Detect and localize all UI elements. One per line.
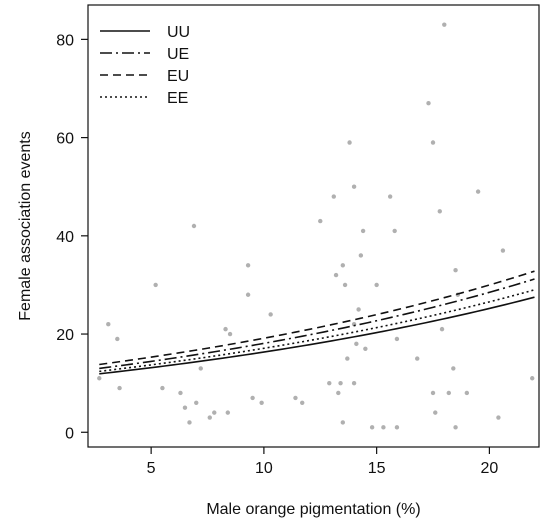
data-point (387, 194, 393, 199)
data-point (430, 140, 436, 145)
data-point (453, 425, 458, 430)
data-point (115, 336, 120, 342)
data-point (338, 380, 343, 386)
data-point (415, 356, 420, 361)
data-point (342, 282, 348, 288)
legend-label-eu: EU (167, 68, 189, 85)
data-point (363, 346, 368, 351)
data-point (227, 331, 233, 337)
data-point (374, 282, 379, 288)
data-point (351, 380, 357, 386)
y-tick-label: 80 (56, 32, 74, 49)
data-point (392, 228, 397, 234)
data-point (300, 400, 305, 405)
data-point (340, 420, 346, 425)
y-tick-label: 60 (56, 131, 74, 148)
data-point (426, 101, 431, 106)
scatter-points (97, 22, 535, 430)
data-point (451, 366, 456, 371)
data-point (117, 385, 122, 391)
data-point (191, 223, 197, 229)
y-tick-label: 20 (56, 327, 74, 344)
data-point (340, 263, 346, 268)
data-point (394, 425, 400, 430)
data-point (245, 263, 251, 268)
data-point (354, 341, 359, 347)
legend-label-ue: UE (167, 46, 189, 63)
data-point (187, 420, 192, 425)
data-point (182, 405, 188, 410)
data-point (212, 410, 217, 415)
series-line-ee (99, 289, 535, 373)
data-point (360, 228, 366, 234)
data-point (194, 400, 199, 405)
legend-label-uu: UU (167, 24, 190, 41)
data-point (381, 425, 386, 430)
legend: UU UE EU EE (100, 24, 190, 107)
data-point (160, 385, 165, 391)
data-point (430, 390, 436, 396)
data-point (178, 390, 183, 396)
x-axis: 5 10 15 20 (147, 447, 498, 477)
data-point (223, 326, 228, 332)
x-axis-label: Male orange pigmentation (%) (206, 501, 420, 518)
series-line-eu (99, 270, 535, 366)
series-line-ue (99, 278, 535, 370)
data-point (442, 22, 447, 27)
data-point (333, 272, 339, 278)
data-point (198, 366, 203, 371)
data-point (464, 390, 470, 396)
data-point (225, 410, 231, 415)
data-point (358, 253, 364, 258)
y-tick-label: 40 (56, 229, 74, 246)
data-point (369, 425, 375, 430)
data-point (268, 312, 273, 317)
data-point (347, 140, 352, 145)
data-point (245, 292, 251, 297)
data-point (97, 376, 102, 381)
data-point (394, 336, 400, 342)
data-point (453, 268, 458, 273)
series-line-uu (99, 296, 535, 375)
data-point (446, 390, 451, 396)
data-point (345, 356, 350, 361)
data-point (496, 415, 501, 420)
data-point (500, 248, 506, 253)
data-point (336, 390, 341, 396)
data-point (207, 415, 212, 420)
data-point (318, 218, 323, 224)
x-tick-label: 10 (255, 460, 273, 477)
y-axis-label: Female association events (17, 131, 34, 320)
data-point (106, 322, 111, 327)
data-point (327, 380, 332, 386)
data-point (153, 282, 158, 288)
x-tick-label: 15 (368, 460, 386, 477)
legend-label-ee: EE (167, 90, 188, 107)
data-point (293, 395, 298, 401)
x-tick-label: 5 (147, 460, 156, 477)
plot-frame (87, 4, 540, 448)
data-point (530, 376, 535, 381)
fit-lines (99, 270, 535, 375)
data-point (331, 194, 336, 199)
x-tick-label: 20 (480, 460, 498, 477)
data-point (439, 326, 445, 332)
data-point (433, 410, 438, 415)
data-point (259, 400, 264, 405)
data-point (351, 184, 357, 189)
data-point (356, 307, 361, 312)
y-tick-label: 0 (65, 425, 74, 442)
data-point (475, 189, 481, 194)
data-point (250, 395, 255, 401)
y-axis: 0 20 40 60 80 (56, 32, 88, 442)
data-point (437, 209, 442, 214)
